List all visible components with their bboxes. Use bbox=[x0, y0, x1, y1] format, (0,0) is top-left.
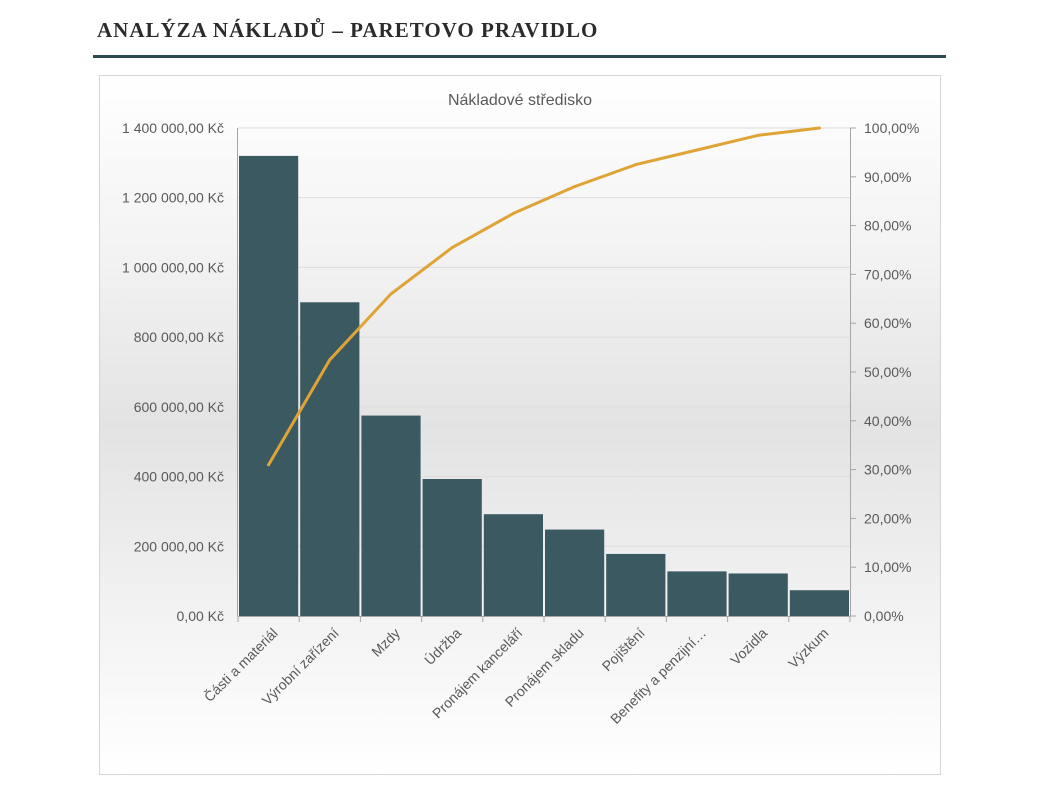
line-point bbox=[817, 126, 821, 130]
y-left-tick-label: 800 000,00 Kč bbox=[134, 329, 224, 345]
bar bbox=[545, 529, 605, 616]
y-right-tick-label: 10,00% bbox=[864, 559, 911, 575]
bar bbox=[483, 514, 543, 616]
axes bbox=[237, 127, 856, 622]
bar bbox=[606, 553, 666, 616]
bar bbox=[300, 302, 360, 616]
line-point bbox=[328, 358, 332, 362]
y-right-tick-label: 80,00% bbox=[864, 218, 911, 234]
line-point bbox=[573, 185, 577, 189]
bar bbox=[667, 571, 727, 616]
line-point bbox=[267, 463, 271, 467]
y-right-tick-label: 90,00% bbox=[864, 169, 911, 185]
y-left-tick-label: 1 200 000,00 Kč bbox=[122, 190, 224, 206]
bar-series bbox=[239, 155, 849, 616]
x-tick-label: Výzkum bbox=[785, 625, 832, 672]
y-left-tick-label: 1 400 000,00 Kč bbox=[122, 120, 224, 136]
page-title: ANALÝZA NÁKLADŮ – PARETOVO PRAVIDLO bbox=[97, 18, 599, 42]
line-point bbox=[634, 163, 638, 167]
y-left-tick-label: 1 000 000,00 Kč bbox=[122, 259, 224, 275]
y-right-tick-label: 70,00% bbox=[864, 266, 911, 282]
y-left-tick-label: 600 000,00 Kč bbox=[134, 399, 224, 415]
x-tick-label: Mzdy bbox=[368, 625, 403, 660]
bar bbox=[361, 415, 421, 616]
y-right-tick-label: 60,00% bbox=[864, 315, 911, 331]
line-point bbox=[695, 148, 699, 152]
y-right-tick-label: 20,00% bbox=[864, 510, 911, 526]
x-tick-label: Vozidla bbox=[727, 625, 770, 668]
cumulative-line-series bbox=[267, 126, 821, 467]
line-point bbox=[756, 133, 760, 137]
y-left-tick-label: 200 000,00 Kč bbox=[134, 538, 224, 554]
line-point bbox=[511, 211, 515, 215]
x-tick-label: Pojištění bbox=[599, 625, 648, 674]
bar bbox=[728, 573, 788, 616]
y-left-tick-label: 0,00 Kč bbox=[177, 608, 224, 624]
y-right-tick-label: 40,00% bbox=[864, 413, 911, 429]
bar bbox=[789, 590, 849, 616]
cumulative-line bbox=[267, 126, 821, 467]
y-right-tick-label: 100,00% bbox=[864, 120, 919, 136]
title-divider bbox=[93, 55, 946, 58]
bar bbox=[239, 155, 299, 616]
bar bbox=[422, 479, 482, 616]
line-point bbox=[450, 246, 454, 250]
line-point bbox=[389, 292, 393, 296]
x-tick-label: Údržba bbox=[421, 625, 464, 668]
y-right-tick-label: 50,00% bbox=[864, 364, 911, 380]
y-right-tick-label: 30,00% bbox=[864, 462, 911, 478]
y-left-tick-label: 400 000,00 Kč bbox=[134, 469, 224, 485]
y-right-tick-label: 0,00% bbox=[864, 608, 904, 624]
chart-title: Nákladové středisko bbox=[448, 92, 592, 109]
